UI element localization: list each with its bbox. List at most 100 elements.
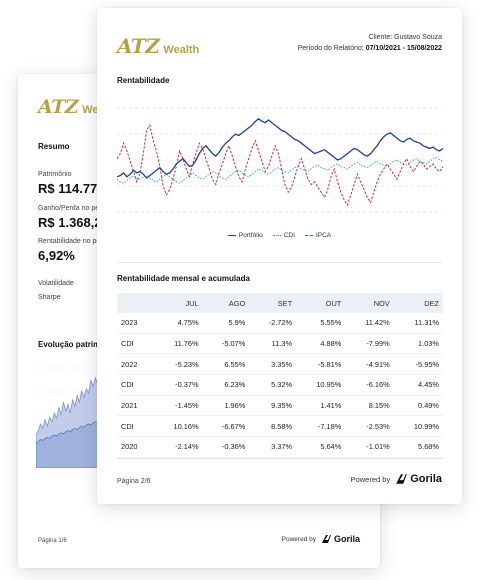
period-value: 07/10/2021 - 15/08/2022	[365, 45, 442, 52]
table-cell: 5.55%	[296, 313, 346, 334]
rentabilidade-value: 6,92%	[38, 248, 75, 263]
table-cell: 11.76%	[153, 333, 203, 355]
series-line-cdi	[117, 156, 443, 184]
table-cell: 2023	[117, 313, 154, 334]
table-cell: -6.67%	[202, 415, 250, 438]
table-cell: -2.72%	[249, 313, 297, 334]
client-info: Cliente: Gustavo Souza Período do Relató…	[298, 32, 442, 54]
table-cell: 1.96%	[202, 395, 250, 417]
table-cell: 5.68%	[393, 436, 443, 458]
page-number: Página 1/6	[38, 538, 67, 544]
legend-ipca: IPCA	[304, 232, 332, 239]
rentabilidade-line-chart	[117, 107, 443, 213]
table-row: 2020 -2.14% -0.36% 3.37% 5.64% -1.01% 5.…	[117, 436, 443, 458]
page-number: Página 2/6	[117, 478, 151, 485]
legend-swatch-cdi	[272, 235, 281, 236]
table-row: 2021 -1.45% 1.96% 9.35% 1.41% 8.15% 0.49…	[117, 395, 443, 417]
table-cell: -1.01%	[345, 436, 394, 458]
table-row: 2023 4.75% 5.9% -2.72% 5.55% 11.42% 11.3…	[117, 313, 443, 334]
series-line-ipca	[117, 123, 443, 207]
legend-label: CDI	[283, 232, 295, 239]
table-cell: 5.32%	[249, 374, 297, 396]
table-cell: 4.45%	[393, 374, 443, 396]
powered-by-label: Powered by	[281, 535, 316, 543]
table-header: DEZ	[393, 293, 443, 313]
table-cell: 5.64%	[296, 436, 346, 458]
table-cell: 10.95%	[296, 374, 346, 396]
client-name: Cliente: Gustavo Souza	[368, 34, 442, 41]
table-cell: 10.16%	[153, 415, 203, 438]
table-cell: -5.95%	[393, 353, 443, 376]
table-cell: -6.16%	[345, 374, 394, 396]
table-cell: 11.3%	[249, 333, 297, 355]
gorila-logo: Gorila	[395, 473, 442, 485]
atz-wealth-logo: ATZ Wealth	[117, 34, 199, 58]
rentabilidade-label: Rentabilidade no pe	[38, 238, 101, 245]
patrimonio-value: R$ 114.778	[38, 181, 105, 196]
legend-label: Portfólio	[238, 232, 263, 239]
report-page-2: ATZ Wealth Cliente: Gustavo Souza Períod…	[97, 8, 462, 504]
chart-legend: Portfólio CDI IPCA	[97, 232, 462, 239]
logo-brand: ATZ	[38, 96, 79, 118]
table-row: CDI -0.37% 6.23% 5.32% 10.95% -6.16% 4.4…	[117, 374, 443, 396]
legend-swatch-portfolio	[227, 235, 236, 236]
table-cell: -5.07%	[202, 333, 250, 355]
gorila-logo: Gorila	[321, 534, 360, 544]
sharpe-label: Sharpe	[38, 294, 61, 301]
evolucao-area-chart	[36, 367, 116, 468]
table-header: OUT	[296, 293, 346, 313]
table-cell: 1.41%	[296, 395, 346, 417]
table-cell: -7.99%	[345, 333, 394, 355]
ganho-label: Ganho/Perda no pe	[38, 205, 100, 212]
legend-cdi: CDI	[272, 232, 295, 239]
table-header: JUL	[153, 293, 203, 313]
table-cell: -0.37%	[153, 374, 203, 396]
table-cell: 6.23%	[202, 374, 250, 396]
legend-label: IPCA	[315, 232, 332, 239]
powered-by-gorila: Powered by Gorila	[351, 473, 442, 485]
table-header: NOV	[345, 293, 394, 313]
table-cell: 4.88%	[296, 333, 346, 355]
table-cell: 8.15%	[345, 395, 394, 417]
table-cell: -2.53%	[345, 415, 394, 438]
rentabilidade-title: Rentabilidade	[117, 76, 170, 85]
monthly-returns-table: JUL AGO SET OUT NOV DEZ 2023 4.75% 5.9% …	[117, 293, 443, 458]
summary-title: Resumo	[38, 142, 70, 151]
table-cell: 3.37%	[249, 436, 297, 458]
powered-by-gorila: Powered by Gorila	[282, 534, 360, 544]
legend-swatch-ipca	[304, 235, 313, 236]
table-row: 2022 -5.23% 6.55% 3.35% -5.81% -4.91% -5…	[117, 353, 443, 376]
report-period: Período do Relatório: 07/10/2021 - 15/08…	[298, 43, 442, 54]
table-cell: 4.75%	[153, 313, 203, 334]
gorila-icon	[321, 535, 331, 543]
table-row: CDI 11.76% -5.07% 11.3% 4.88% -7.99% 1.0…	[117, 333, 443, 355]
table-title: Rentabilidade mensal e acumulada	[117, 274, 250, 283]
gorila-label: Gorila	[410, 473, 442, 485]
section-divider	[117, 262, 442, 263]
table-header	[117, 293, 154, 313]
table-cell: 8.58%	[249, 415, 297, 438]
logo-brand: ATZ	[117, 34, 160, 58]
table-cell: 11.42%	[345, 313, 394, 334]
table-cell: -0.36%	[202, 436, 250, 458]
legend-portfolio: Portfólio	[227, 232, 263, 239]
table-cell: -2.14%	[153, 436, 203, 458]
table-cell: 2022	[117, 353, 154, 376]
table-row: CDI 10.16% -6.67% 8.58% -7.18% -2.53% 10…	[117, 415, 443, 438]
table-cell: 3.35%	[249, 353, 297, 376]
footer-divider	[117, 458, 442, 459]
evolucao-title: Evolução patrim	[38, 340, 101, 349]
table-cell: -5.23%	[153, 353, 203, 376]
table-cell: -1.45%	[153, 395, 203, 417]
table-cell: CDI	[117, 415, 154, 438]
volatilidade-label: Volatilidade	[38, 280, 74, 287]
table-cell: 2020	[117, 436, 154, 458]
logo-suffix: Wealth	[163, 44, 200, 56]
table-header: SET	[249, 293, 297, 313]
series-line-portfolio	[117, 117, 443, 179]
table-cell: 11.31%	[393, 313, 443, 334]
table-cell: 0.49%	[393, 395, 443, 417]
table-cell: -5.81%	[296, 353, 346, 376]
gorila-icon	[396, 474, 408, 484]
table-cell: CDI	[117, 374, 154, 396]
